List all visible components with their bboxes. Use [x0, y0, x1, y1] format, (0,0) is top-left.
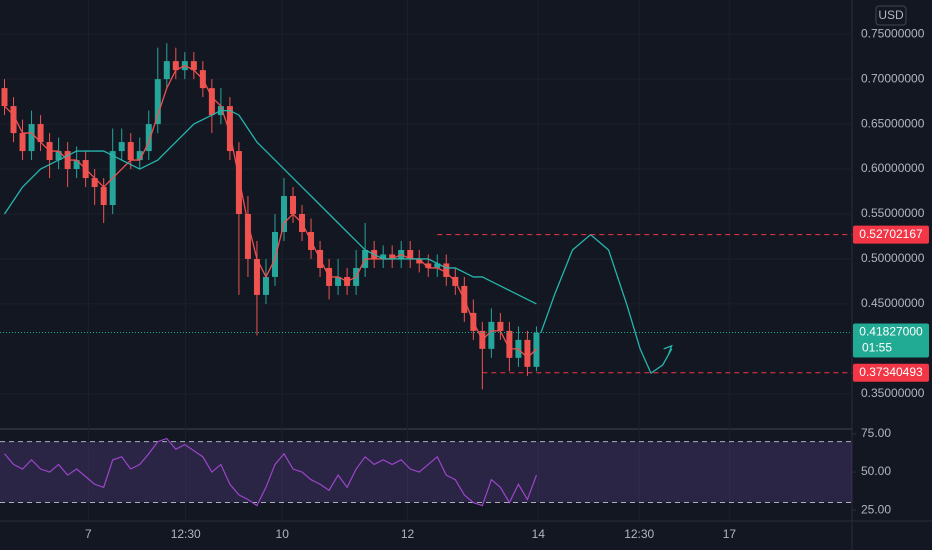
- candle-body: [145, 124, 152, 152]
- level-label: 0.52702167: [859, 227, 923, 241]
- candle-body: [244, 214, 251, 259]
- candle-body: [73, 160, 80, 170]
- candle-body: [380, 254, 387, 259]
- rsi-band-fill: [0, 441, 852, 503]
- level-label-bg: [853, 363, 929, 382]
- candle-body: [506, 330, 513, 358]
- y-tick-label: 0.75000000: [861, 26, 925, 40]
- y-tick-label: 0.60000000: [861, 161, 925, 175]
- candle-body: [290, 196, 297, 214]
- candle-body: [127, 142, 134, 161]
- candle-body: [55, 151, 62, 161]
- candle-body: [154, 79, 161, 125]
- candle-body: [118, 142, 125, 152]
- y-tick-label: 0.65000000: [861, 116, 925, 130]
- candle-body: [407, 249, 414, 259]
- candle-body: [136, 151, 143, 161]
- y-tick-label: 0.70000000: [861, 71, 925, 85]
- current-price-bg: [853, 323, 929, 358]
- candle-body: [524, 339, 531, 367]
- x-tick-label: 14: [532, 527, 546, 541]
- candle-body: [497, 321, 504, 331]
- candle-body: [91, 178, 98, 188]
- candle-body: [226, 106, 233, 152]
- x-tick-label: 17: [723, 527, 737, 541]
- level-label: 0.37340493: [859, 365, 923, 379]
- candle-body: [443, 263, 450, 277]
- y-tick-label: 0.35000000: [861, 386, 925, 400]
- rsi-line: [4, 437, 538, 507]
- currency-box[interactable]: [875, 5, 907, 26]
- projection-arrowhead: [663, 344, 673, 355]
- candle-body: [10, 106, 17, 134]
- candle-body: [425, 263, 432, 268]
- candle-body: [262, 276, 269, 295]
- candle-body: [434, 263, 441, 268]
- x-tick-label: 7: [85, 527, 92, 541]
- level-label-bg: [853, 225, 929, 244]
- moving-average: [3, 109, 537, 305]
- moving-average: [4, 64, 537, 359]
- candle-body: [488, 321, 495, 349]
- projection-path: [540, 234, 673, 374]
- candle-body: [163, 61, 170, 80]
- x-tick-label: 10: [276, 527, 290, 541]
- candle-body: [253, 258, 260, 295]
- y-tick-label: 0.45000000: [861, 296, 925, 310]
- x-tick-label: 12:30: [624, 527, 654, 541]
- x-tick-label: 12: [401, 527, 415, 541]
- candle-body: [335, 276, 342, 286]
- y-tick-label: 75.00: [861, 426, 891, 440]
- candle-body: [19, 133, 26, 152]
- candle-body: [28, 124, 35, 152]
- y-tick-label: 50.00: [861, 464, 891, 478]
- currency: USD: [878, 8, 904, 22]
- candle-body: [281, 196, 287, 232]
- x-tick-label: 12:30: [171, 527, 201, 541]
- candle-body: [208, 88, 215, 116]
- candle-body: [172, 61, 179, 71]
- candle-body: [416, 258, 423, 264]
- current-price-label: 0.41827000: [859, 325, 923, 339]
- countdown: 01:55: [862, 341, 892, 355]
- candle-body: [100, 187, 107, 206]
- candle-body: [37, 124, 44, 143]
- candle-body: [389, 254, 396, 259]
- candle-body: [271, 231, 278, 277]
- candle-body: [190, 61, 197, 71]
- candle-body: [235, 151, 242, 214]
- y-tick-label: 25.00: [861, 502, 891, 516]
- candle-body: [1, 88, 8, 107]
- y-tick-label: 0.55000000: [861, 206, 925, 220]
- y-tick-label: 0.50000000: [861, 251, 925, 265]
